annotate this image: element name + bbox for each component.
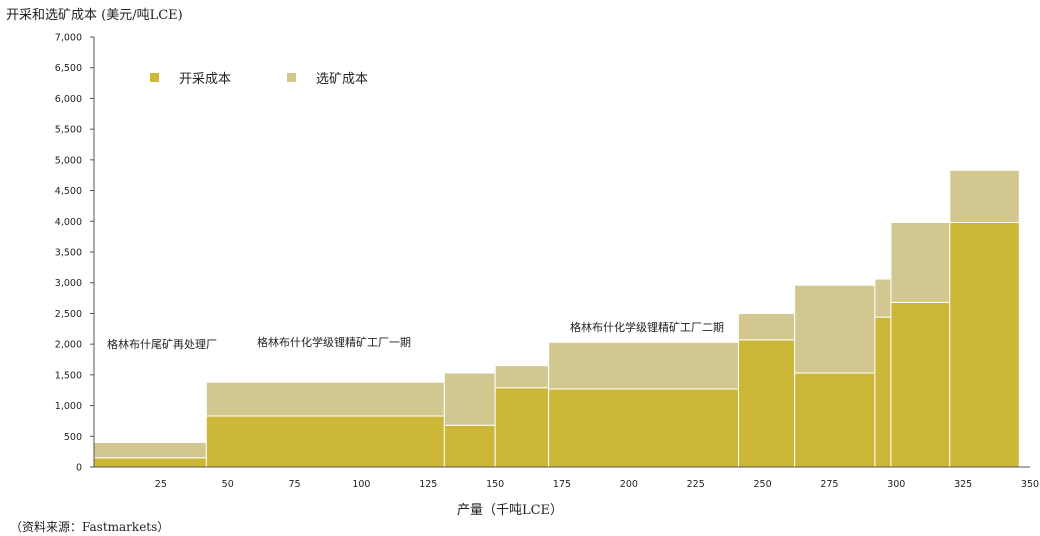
- x-tick-label-10: 275: [820, 479, 838, 490]
- x-tick-label-6: 175: [553, 479, 571, 490]
- y-tick-label-10: 5,000: [55, 155, 82, 166]
- bar-mining-8: [890, 301, 951, 468]
- bar-processing-3: [494, 365, 550, 389]
- bar-mining-0: [93, 457, 207, 468]
- bar-processing-7: [874, 278, 892, 318]
- x-tick-label-3: 100: [352, 479, 370, 490]
- x-axis-title: 产量（千吨LCE）: [456, 503, 564, 518]
- legend-label-processing: 选矿成本: [316, 72, 369, 87]
- bar-processing-2: [443, 372, 496, 426]
- bar-mining-4: [548, 388, 740, 468]
- x-tick-label-0: 25: [155, 479, 167, 490]
- x-tick-label-4: 125: [419, 479, 437, 490]
- legend-swatch-mining: [150, 73, 159, 82]
- legend-swatch-processing: [287, 73, 296, 82]
- y-tick-label-11: 5,500: [55, 125, 82, 136]
- y-tick-label-7: 3,500: [55, 248, 82, 259]
- y-tick-label-1: 500: [64, 432, 82, 443]
- y-axis-title: 开采和选矿成本 (美元/吨LCE): [6, 8, 183, 23]
- bar-processing-0: [93, 441, 207, 459]
- bar-processing-5: [738, 312, 796, 341]
- y-tick-label-8: 4,000: [55, 217, 82, 228]
- y-tick-label-9: 4,500: [55, 186, 82, 197]
- annotation-cgp2: 格林布什化学级锂精矿工厂二期: [570, 321, 724, 334]
- bar-processing-6: [794, 284, 876, 374]
- annotation-tailings-plant: 格林布什尾矿再处理厂: [107, 338, 217, 351]
- x-tick-label-13: 350: [1021, 479, 1039, 490]
- bar-processing-1: [205, 381, 445, 417]
- x-tick-label-8: 225: [687, 479, 705, 490]
- x-tick-label-2: 75: [289, 479, 301, 490]
- bar-mining-9: [949, 222, 1020, 468]
- y-tick-label-6: 3,000: [55, 278, 82, 289]
- y-tick-label-2: 1,000: [55, 401, 82, 412]
- bar-mining-3: [494, 387, 550, 468]
- legend-item-processing: 选矿成本: [287, 68, 368, 87]
- bar-processing-8: [890, 222, 951, 303]
- x-tick-label-11: 300: [887, 479, 905, 490]
- y-tick-label-5: 2,500: [55, 309, 82, 320]
- bar-processing-9: [949, 169, 1020, 224]
- x-tick-label-12: 325: [954, 479, 972, 490]
- y-tick-label-13: 6,500: [55, 63, 82, 74]
- bar-mining-1: [205, 415, 445, 468]
- bar-processing-4: [548, 341, 740, 390]
- legend-label-mining: 开采成本: [179, 72, 232, 87]
- bar-mining-5: [738, 339, 796, 468]
- x-tick-label-5: 150: [486, 479, 504, 490]
- bar-mining-6: [794, 372, 876, 468]
- y-tick-label-0: 0: [76, 463, 82, 474]
- x-tick-label-1: 50: [222, 479, 234, 490]
- bar-mining-7: [874, 316, 892, 468]
- y-tick-label-4: 2,000: [55, 340, 82, 351]
- x-tick-label-9: 250: [754, 479, 772, 490]
- bar-mining-2: [443, 424, 496, 468]
- source-note: （资料来源：Fastmarkets）: [10, 520, 170, 534]
- legend-item-mining: 开采成本: [150, 68, 231, 87]
- x-tick-label-7: 200: [620, 479, 638, 490]
- y-tick-label-12: 6,000: [55, 94, 82, 105]
- annotation-cgp1: 格林布什化学级锂精矿工厂一期: [257, 336, 411, 349]
- y-tick-label-14: 7,000: [55, 33, 82, 44]
- y-tick-label-3: 1,500: [55, 370, 82, 381]
